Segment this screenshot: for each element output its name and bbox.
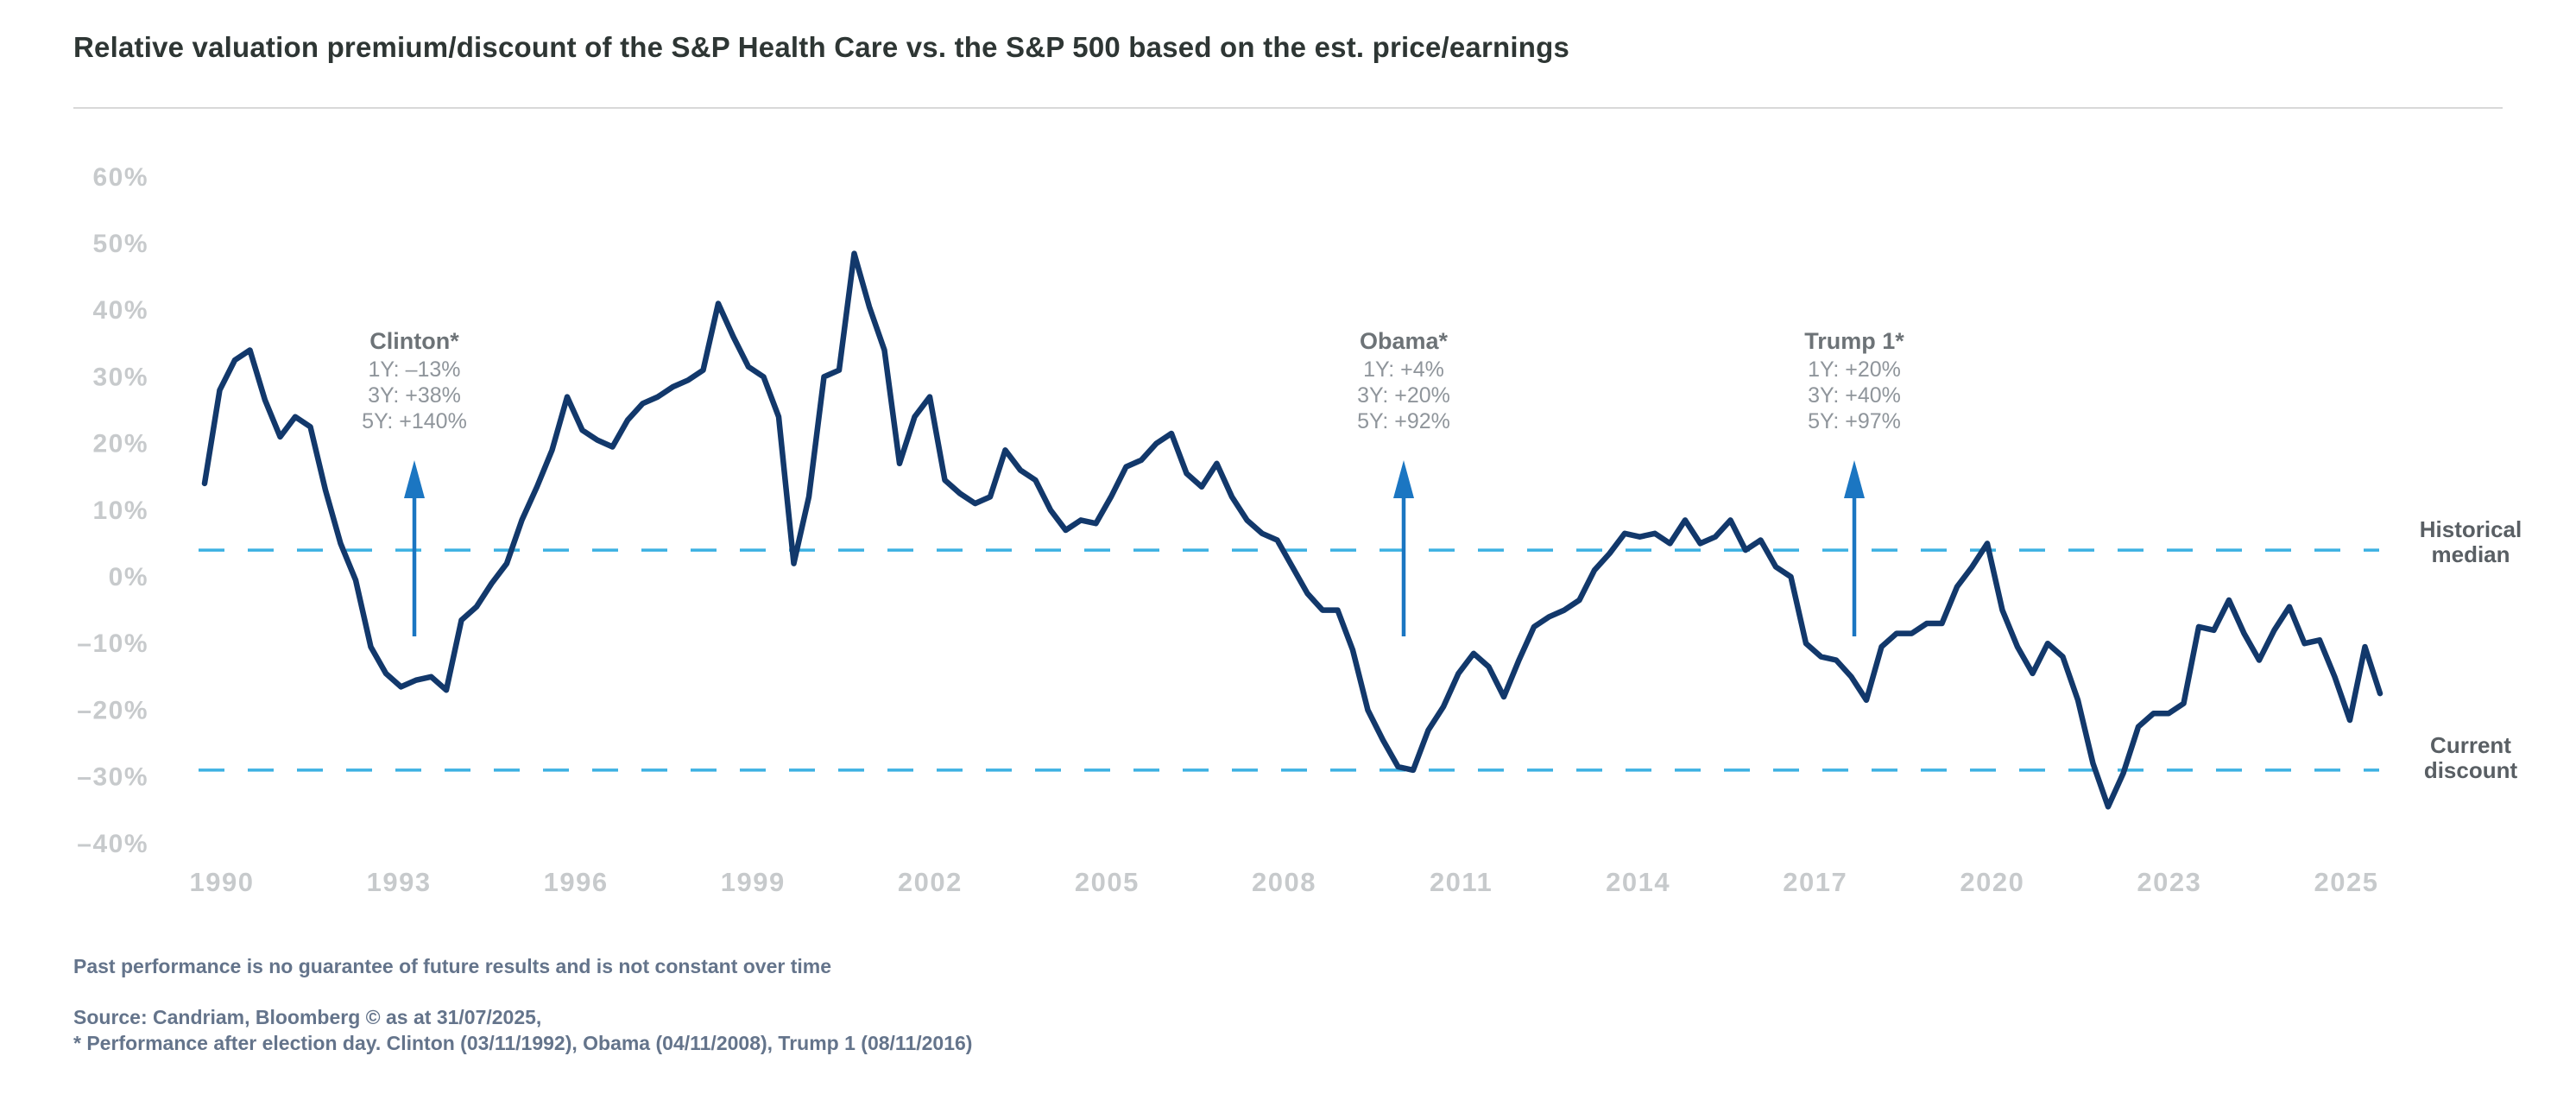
- y-axis-tick-label: –40%: [77, 830, 148, 858]
- annotation-president-name: Obama*: [1360, 328, 1449, 354]
- relative-valuation-line: [201, 250, 2383, 810]
- x-axis-year-label: 2005: [1075, 867, 1140, 897]
- y-axis-tick-label: –10%: [77, 629, 148, 658]
- annotation-performance-line: 5Y: +97%: [1808, 409, 1901, 433]
- historical-median-label: Historical median: [2419, 516, 2522, 567]
- x-axis-year-label: 2020: [1960, 867, 2024, 897]
- x-axis-year-label: 1993: [367, 867, 432, 897]
- y-axis-tick-label: 30%: [92, 363, 148, 391]
- annotation-performance-line: 3Y: +40%: [1808, 383, 1901, 408]
- y-axis-tick-label: 40%: [92, 296, 148, 325]
- y-axis-tick-label: –20%: [77, 696, 148, 724]
- x-axis-year-label: 2017: [1783, 867, 1847, 897]
- y-axis-tick-label: 20%: [92, 430, 148, 458]
- x-axis-year-label: 1999: [721, 867, 786, 897]
- annotation-performance-line: 1Y: +4%: [1363, 357, 1444, 382]
- x-axis-year-label: 2002: [898, 867, 963, 897]
- annotation-president-name: Clinton*: [369, 328, 459, 354]
- x-axis-year-label: 2025: [2314, 867, 2379, 897]
- y-axis-tick-label: –30%: [77, 763, 148, 792]
- y-axis-tick-label: 0%: [109, 563, 148, 591]
- annotation-arrow-head: [1393, 460, 1414, 498]
- x-axis-year-label: 2014: [1606, 867, 1670, 897]
- y-axis-tick-label: 50%: [92, 230, 148, 258]
- annotation-arrow-head: [1844, 460, 1865, 498]
- annotation-arrow-head: [404, 460, 425, 498]
- election-footnote-text: * Performance after election day. Clinto…: [73, 1032, 973, 1054]
- title-divider: [73, 107, 2503, 109]
- disclaimer-text: Past performance is no guarantee of futu…: [73, 955, 832, 977]
- x-axis-year-label: 2008: [1252, 867, 1316, 897]
- y-axis-tick-label: 10%: [92, 496, 148, 525]
- x-axis-year-label: 2023: [2137, 867, 2201, 897]
- annotation-performance-line: 3Y: +38%: [368, 383, 461, 408]
- page-title: Relative valuation premium/discount of t…: [73, 31, 1570, 63]
- x-axis-year-label: 1996: [544, 867, 609, 897]
- current-discount-label: Current discount: [2423, 732, 2518, 783]
- annotation-president-name: Trump 1*: [1804, 328, 1904, 354]
- annotation-performance-line: 5Y: +92%: [1357, 409, 1450, 433]
- x-axis-year-label: 2011: [1430, 867, 1493, 897]
- annotation-performance-line: 1Y: +20%: [1808, 357, 1901, 382]
- x-axis-year-label: 1990: [190, 867, 255, 897]
- annotation-performance-line: 3Y: +20%: [1357, 383, 1450, 408]
- source-text: Source: Candriam, Bloomberg © as at 31/0…: [73, 1006, 542, 1028]
- annotation-performance-line: 5Y: +140%: [362, 409, 467, 433]
- annotation-performance-line: 1Y: –13%: [368, 357, 460, 382]
- y-axis-tick-label: 60%: [92, 163, 148, 192]
